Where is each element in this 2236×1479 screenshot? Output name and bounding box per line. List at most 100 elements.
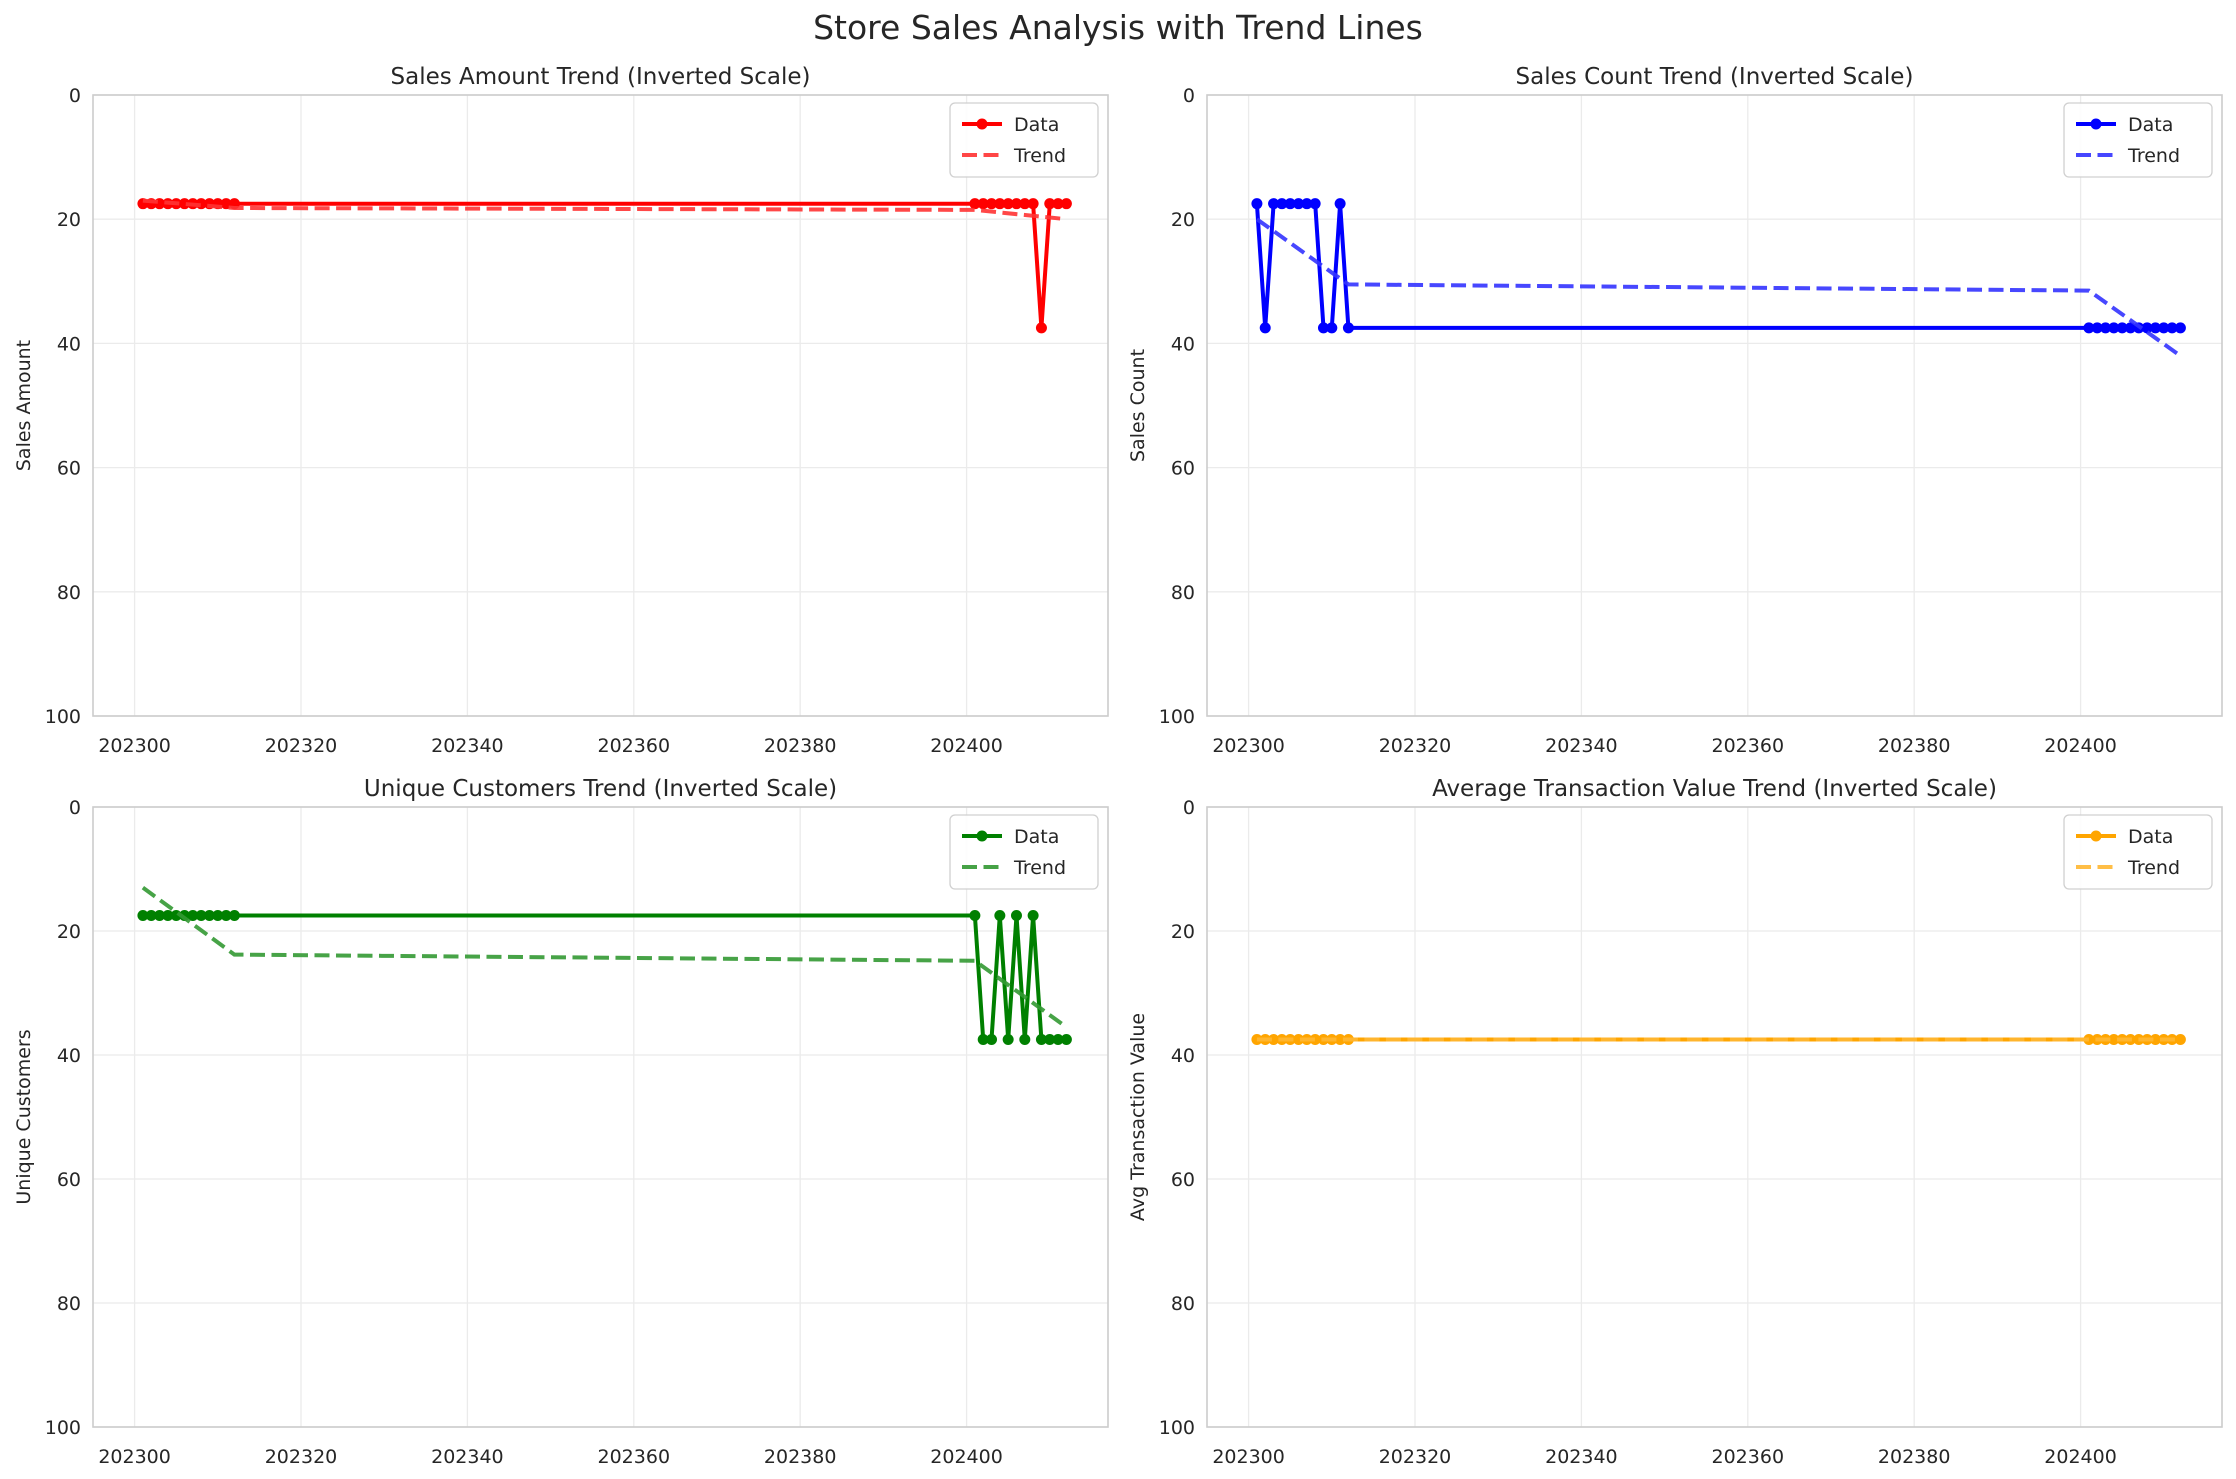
- chart-panel-2: 202300 202320 202340 202360 202380 202400 0 20 4…: [1127, 64, 2223, 757]
- data-point: [1035, 1034, 1047, 1045]
- legend-label: Trend: [2127, 145, 2180, 167]
- data-point: [145, 910, 157, 921]
- x-tick-label: 202340: [1545, 735, 1618, 757]
- x-tick-label: 202380: [764, 735, 837, 757]
- data-point: [2108, 322, 2120, 334]
- data-point: [1035, 322, 1047, 334]
- data-point: [1052, 1034, 1064, 1045]
- data-point: [2124, 322, 2136, 334]
- y-tick-label: 0: [69, 797, 81, 819]
- y-axis-label: Avg Transaction Value: [1127, 1013, 1149, 1221]
- x-tick-label: 202320: [265, 1446, 338, 1468]
- x-tick-label: 202320: [265, 735, 338, 757]
- chart-title: Sales Amount Trend (Inverted Scale): [391, 64, 811, 90]
- data-point: [2091, 322, 2103, 334]
- data-point: [986, 1034, 998, 1045]
- chart-panel-1: 202300 202320 202340 202360 202380 202400 0 20 4…: [13, 64, 1109, 757]
- data-point: [2149, 1034, 2161, 1045]
- y-tick-label: 100: [1159, 1417, 1195, 1439]
- y-axis-label: Unique Customers: [13, 1029, 35, 1204]
- data-point: [187, 910, 199, 921]
- x-tick-label: 202340: [431, 1446, 504, 1468]
- data-point: [2149, 322, 2161, 334]
- x-tick-label: 202360: [1712, 1446, 1785, 1468]
- data-point: [1060, 198, 1072, 210]
- x-tick-label: 202400: [2044, 735, 2117, 757]
- data-point: [1268, 1034, 1280, 1045]
- y-tick-label: 40: [1171, 333, 1195, 355]
- x-tick-label: 202340: [431, 735, 504, 757]
- y-tick-label: 80: [57, 1293, 81, 1315]
- chart-title: Sales Count Trend (Inverted Scale): [1516, 64, 1914, 90]
- data-point: [179, 198, 191, 210]
- axes-frame: [92, 806, 1109, 1428]
- data-point: [1002, 198, 1014, 210]
- plot-area: [93, 95, 1108, 716]
- y-tick-label: 80: [57, 582, 81, 604]
- data-point: [1309, 1034, 1321, 1045]
- data-point: [994, 910, 1006, 921]
- data-point: [969, 910, 981, 921]
- y-tick-label: 100: [45, 1417, 81, 1439]
- y-tick-label: 40: [1171, 1045, 1195, 1067]
- x-tick-label: 202400: [930, 1446, 1003, 1468]
- x-tick-label: 202300: [98, 1446, 171, 1468]
- x-tick-label: 202380: [1878, 735, 1951, 757]
- data-point: [1326, 322, 1338, 334]
- data-point: [969, 198, 981, 210]
- legend-label: Data: [1014, 114, 1059, 136]
- data-point: [986, 198, 998, 210]
- x-tick-label: 202400: [930, 735, 1003, 757]
- chart-panel-3: 202300 202320 202340 202360 202380 202400 0 20 4…: [13, 776, 1109, 1468]
- data-point: [1342, 322, 1354, 334]
- data-point: [977, 198, 989, 210]
- legend-box: [2063, 814, 2213, 890]
- x-tick-label: 202320: [1379, 1446, 1452, 1468]
- data-point: [1334, 198, 1346, 210]
- legend-label: Data: [2128, 114, 2173, 136]
- data-point: [1052, 198, 1064, 210]
- data-point: [228, 910, 240, 921]
- x-tick-label: 202360: [598, 1446, 671, 1468]
- y-axis-label: Sales Amount: [13, 340, 35, 471]
- data-point: [212, 910, 224, 921]
- x-tick-label: 202380: [764, 1446, 837, 1468]
- data-point: [154, 910, 166, 921]
- legend-marker: [976, 118, 988, 130]
- y-tick-label: 80: [1171, 1293, 1195, 1315]
- x-tick-label: 202320: [1379, 735, 1452, 757]
- chart-title: Unique Customers Trend (Inverted Scale): [364, 776, 837, 802]
- data-point: [1019, 198, 1031, 210]
- data-point: [2116, 322, 2128, 334]
- plot-area: [1207, 95, 2222, 716]
- y-tick-label: 100: [1159, 706, 1195, 728]
- axes-frame: [1206, 94, 2223, 717]
- data-point: [1293, 1034, 1305, 1045]
- data-point: [1309, 198, 1321, 210]
- data-point: [1027, 910, 1039, 921]
- y-tick-label: 20: [57, 209, 81, 231]
- y-tick-label: 80: [1171, 582, 1195, 604]
- data-point: [1334, 1034, 1346, 1045]
- legend-box: [2063, 102, 2213, 178]
- y-tick-label: 60: [57, 458, 81, 480]
- data-point: [1010, 910, 1022, 921]
- y-tick-label: 100: [45, 706, 81, 728]
- plot-area: [1207, 807, 2222, 1427]
- data-point: [2174, 322, 2186, 334]
- x-tick-label: 202300: [98, 735, 171, 757]
- series-trend-line: [142, 198, 1067, 222]
- plot-area: [93, 807, 1108, 1427]
- legend-label: Trend: [2127, 857, 2180, 879]
- figure-title: Store Sales Analysis with Trend Lines: [813, 8, 1423, 47]
- data-point: [220, 910, 232, 921]
- data-point: [2141, 322, 2153, 334]
- y-tick-label: 0: [1183, 85, 1195, 107]
- data-point: [994, 198, 1006, 210]
- data-point: [2108, 1034, 2120, 1045]
- x-tick-label: 202360: [1712, 735, 1785, 757]
- axes-frame: [1206, 806, 2223, 1428]
- y-tick-label: 20: [57, 921, 81, 943]
- legend-marker: [2090, 118, 2102, 130]
